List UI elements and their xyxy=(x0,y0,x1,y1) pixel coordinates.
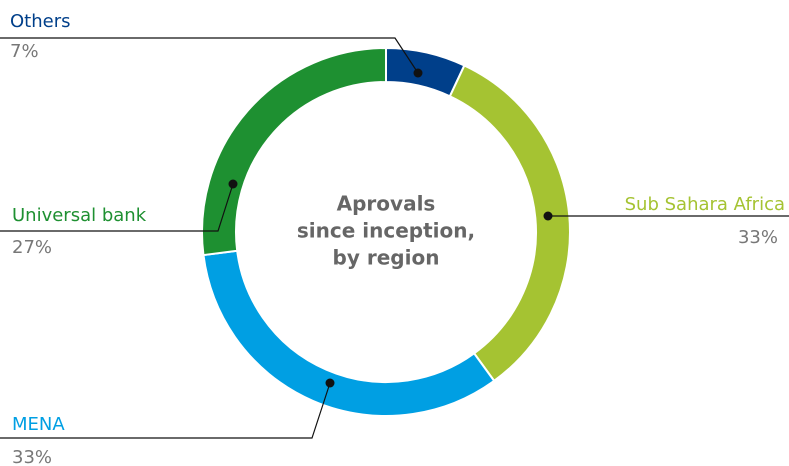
category-label: Others xyxy=(10,11,71,32)
value-label: 33% xyxy=(12,447,52,466)
leader-dot xyxy=(228,179,238,189)
leader-line xyxy=(0,37,419,74)
leader-line xyxy=(0,382,331,439)
category-label: MENA xyxy=(12,414,65,435)
leader-line xyxy=(0,183,234,232)
leader-dot xyxy=(413,68,423,78)
leader-dot xyxy=(325,378,335,388)
donut-segment xyxy=(201,46,387,257)
value-label: 27% xyxy=(12,237,52,258)
leader-dot xyxy=(543,211,553,221)
value-label: 7% xyxy=(10,41,39,62)
category-label: Sub Sahara Africa xyxy=(625,194,785,215)
chart-title: Aprovals xyxy=(337,192,436,216)
chart-title: by region xyxy=(333,246,440,270)
value-label: 33% xyxy=(738,227,778,248)
donut-segment xyxy=(202,249,496,417)
category-label: Universal bank xyxy=(12,205,147,226)
chart-title: since inception, xyxy=(297,219,475,243)
